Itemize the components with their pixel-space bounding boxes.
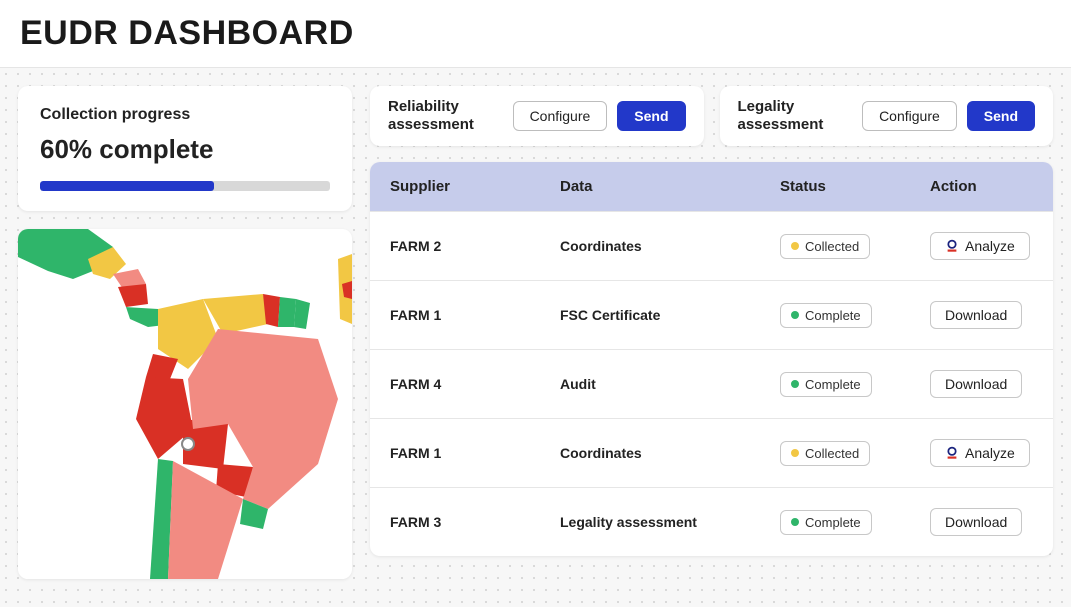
- cell-action: Analyze: [930, 439, 1033, 467]
- right-column: Reliability assessment Configure Send Le…: [370, 86, 1053, 556]
- cell-data: FSC Certificate: [560, 307, 780, 323]
- th-supplier: Supplier: [390, 178, 560, 195]
- cell-action: Analyze: [930, 232, 1033, 260]
- cell-status: Complete: [780, 303, 930, 328]
- cell-status: Complete: [780, 510, 930, 535]
- cell-status: Collected: [780, 441, 930, 466]
- progress-label: Collection progress: [40, 106, 330, 124]
- cell-supplier: FARM 2: [390, 238, 560, 254]
- status-text: Collected: [805, 239, 859, 254]
- dashboard-body: Collection progress 60% complete: [0, 67, 1071, 607]
- legality-send-button[interactable]: Send: [967, 101, 1035, 131]
- reliability-send-button[interactable]: Send: [617, 101, 685, 131]
- analyze-button[interactable]: Analyze: [930, 232, 1030, 260]
- cell-supplier: FARM 3: [390, 514, 560, 530]
- download-button[interactable]: Download: [930, 508, 1022, 536]
- map-marker[interactable]: [182, 438, 194, 450]
- table-body: FARM 2CoordinatesCollectedAnalyzeFARM 1F…: [370, 211, 1053, 556]
- download-button[interactable]: Download: [930, 370, 1022, 398]
- analyze-icon: [945, 239, 959, 253]
- status-badge: Complete: [780, 372, 872, 397]
- table-row: FARM 2Coordinates Collected Analyze: [370, 211, 1053, 280]
- map-svg: [18, 229, 352, 579]
- status-badge: Collected: [780, 234, 870, 259]
- legality-card: Legality assessment Configure Send: [720, 86, 1054, 146]
- cell-data: Coordinates: [560, 238, 780, 254]
- progress-value: 60% complete: [40, 134, 330, 165]
- progress-card: Collection progress 60% complete: [18, 86, 352, 211]
- cell-action: Download: [930, 370, 1033, 398]
- assessment-row: Reliability assessment Configure Send Le…: [370, 86, 1053, 146]
- cell-data: Audit: [560, 376, 780, 392]
- action-label: Analyze: [965, 238, 1015, 254]
- th-status: Status: [780, 178, 930, 195]
- table-row: FARM 1Coordinates Collected Analyze: [370, 418, 1053, 487]
- status-text: Complete: [805, 515, 861, 530]
- progress-bar: [40, 181, 330, 191]
- action-label: Download: [945, 376, 1007, 392]
- reliability-actions: Configure Send: [513, 101, 686, 131]
- status-dot-icon: [791, 311, 799, 319]
- analyze-button[interactable]: Analyze: [930, 439, 1030, 467]
- status-text: Collected: [805, 446, 859, 461]
- table-row: FARM 4Audit Complete Download: [370, 349, 1053, 418]
- status-badge: Complete: [780, 510, 872, 535]
- download-button[interactable]: Download: [930, 301, 1022, 329]
- th-data: Data: [560, 178, 780, 195]
- action-label: Analyze: [965, 445, 1015, 461]
- status-dot-icon: [791, 449, 799, 457]
- status-dot-icon: [791, 518, 799, 526]
- action-label: Download: [945, 514, 1007, 530]
- cell-data: Legality assessment: [560, 514, 780, 530]
- map-card: [18, 229, 352, 579]
- table-header: Supplier Data Status Action: [370, 162, 1053, 211]
- th-action: Action: [930, 178, 1033, 195]
- cell-action: Download: [930, 508, 1033, 536]
- cell-status: Complete: [780, 372, 930, 397]
- cell-status: Collected: [780, 234, 930, 259]
- table-row: FARM 1FSC Certificate Complete Download: [370, 280, 1053, 349]
- cell-data: Coordinates: [560, 445, 780, 461]
- cell-supplier: FARM 1: [390, 307, 560, 323]
- supplier-table: Supplier Data Status Action FARM 2Coordi…: [370, 162, 1053, 556]
- legality-actions: Configure Send: [862, 101, 1035, 131]
- cell-supplier: FARM 1: [390, 445, 560, 461]
- status-text: Complete: [805, 308, 861, 323]
- left-column: Collection progress 60% complete: [18, 86, 352, 579]
- legality-configure-button[interactable]: Configure: [862, 101, 957, 131]
- status-badge: Collected: [780, 441, 870, 466]
- reliability-configure-button[interactable]: Configure: [513, 101, 608, 131]
- action-label: Download: [945, 307, 1007, 323]
- status-dot-icon: [791, 242, 799, 250]
- status-text: Complete: [805, 377, 861, 392]
- reliability-title: Reliability assessment: [388, 98, 498, 134]
- legality-title: Legality assessment: [738, 98, 848, 134]
- progress-bar-fill: [40, 181, 214, 191]
- table-row: FARM 3Legality assessment Complete Downloa…: [370, 487, 1053, 556]
- analyze-icon: [945, 446, 959, 460]
- reliability-card: Reliability assessment Configure Send: [370, 86, 704, 146]
- cell-supplier: FARM 4: [390, 376, 560, 392]
- status-dot-icon: [791, 380, 799, 388]
- status-badge: Complete: [780, 303, 872, 328]
- page-title: EUDR DASHBOARD: [0, 0, 1071, 67]
- map-suriname: [278, 297, 296, 327]
- cell-action: Download: [930, 301, 1033, 329]
